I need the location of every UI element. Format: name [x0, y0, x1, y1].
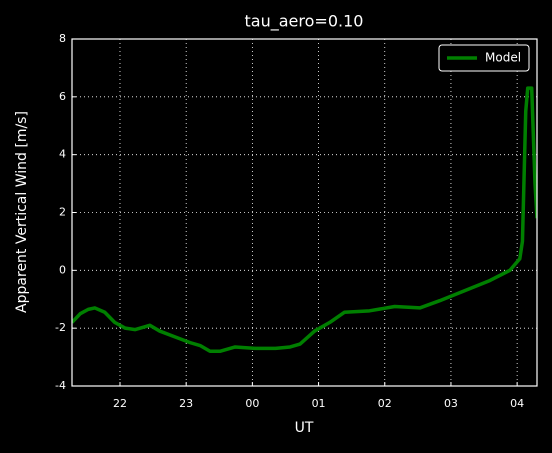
x-tick-label: 22: [113, 397, 127, 410]
y-axis-label: Apparent Vertical Wind [m/s]: [14, 111, 30, 313]
x-axis-label: UT: [295, 420, 314, 436]
x-tick-label: 04: [510, 397, 524, 410]
y-tick-label: 2: [59, 206, 66, 219]
y-tick-label: 8: [59, 32, 66, 45]
y-tick-label: 0: [59, 263, 66, 276]
y-tick-label: 4: [59, 148, 66, 161]
plot-frame: [71, 38, 538, 387]
x-tick-label: 03: [444, 397, 458, 410]
legend-label: Model: [485, 51, 521, 65]
y-tick-label: -4: [55, 379, 66, 392]
y-tick-label: -2: [55, 321, 66, 334]
chart-title: tau_aero=0.10: [245, 12, 364, 32]
x-tick-label: 02: [378, 397, 392, 410]
x-tick-label: 01: [312, 397, 326, 410]
x-tick-label: 23: [179, 397, 193, 410]
data-line: [72, 86, 537, 354]
legend-box: [438, 44, 530, 72]
x-tick-label: 00: [245, 397, 259, 410]
y-tick-label: 6: [59, 90, 66, 103]
